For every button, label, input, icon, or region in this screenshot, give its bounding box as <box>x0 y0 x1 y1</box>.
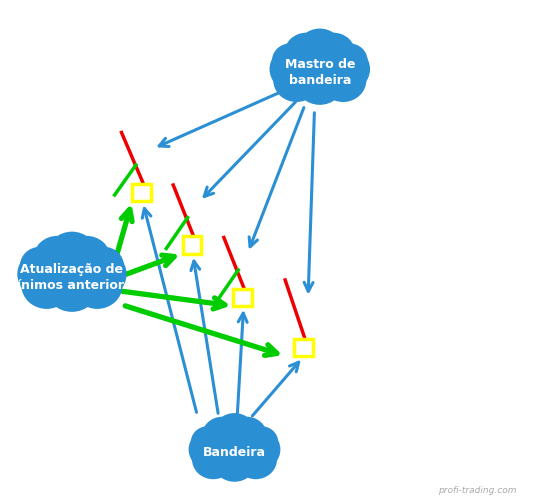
Text: Mastro de
bandeira: Mastro de bandeira <box>285 58 355 87</box>
Bar <box>233 289 252 306</box>
Bar <box>182 236 201 254</box>
Bar <box>132 184 150 201</box>
Bar <box>294 339 313 356</box>
Text: Atualização de
mínimos anteriores: Atualização de mínimos anteriores <box>4 263 140 292</box>
Text: Bandeira: Bandeira <box>203 446 266 459</box>
Text: profi-trading.com: profi-trading.com <box>439 486 517 495</box>
